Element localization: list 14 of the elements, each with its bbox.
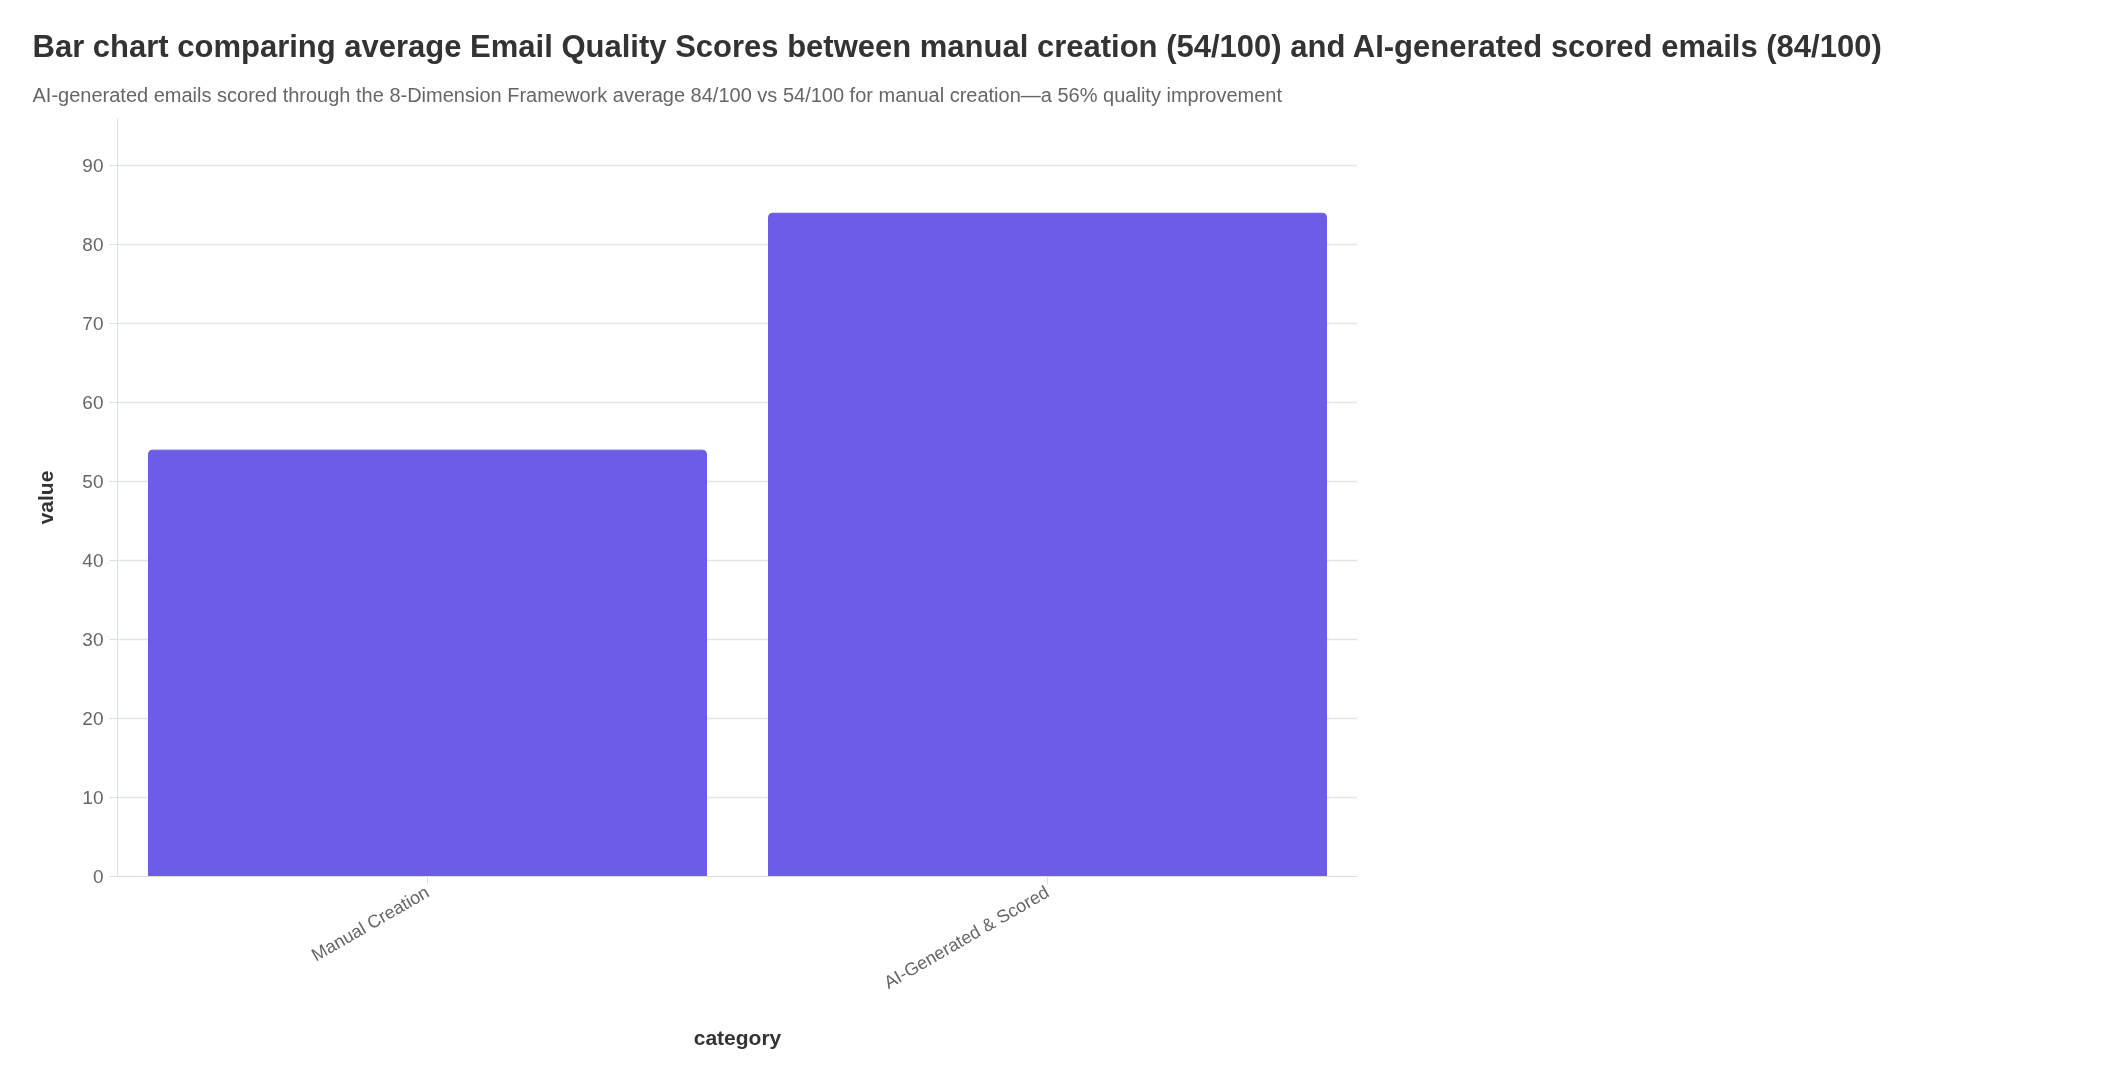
y-tick-label: 60 [82,392,104,414]
chart-title: Bar chart comparing average Email Quality Scores between manual creation (54/100) and AI-generated scored emails (84/100) [32,28,1882,64]
y-tick-label: 80 [82,234,104,256]
chart-subtitle: AI-generated emails scored through the 8-Dimension Framework average 84/100 vs 54/100 for manual creation—a 56% quality improvement [32,83,1283,106]
x-axis-title: category [693,1026,782,1050]
y-tick-label: 20 [82,708,104,730]
y-tick-label: 10 [82,787,104,809]
y-tick-label: 40 [82,550,104,572]
y-tick-label: 70 [82,313,104,335]
y-tick-label: 30 [82,629,104,651]
y-tick-label: 90 [82,155,104,177]
y-tick-label: 50 [82,471,104,493]
y-tick-label: 0 [92,866,104,887]
y-axis-title: value [34,470,58,525]
